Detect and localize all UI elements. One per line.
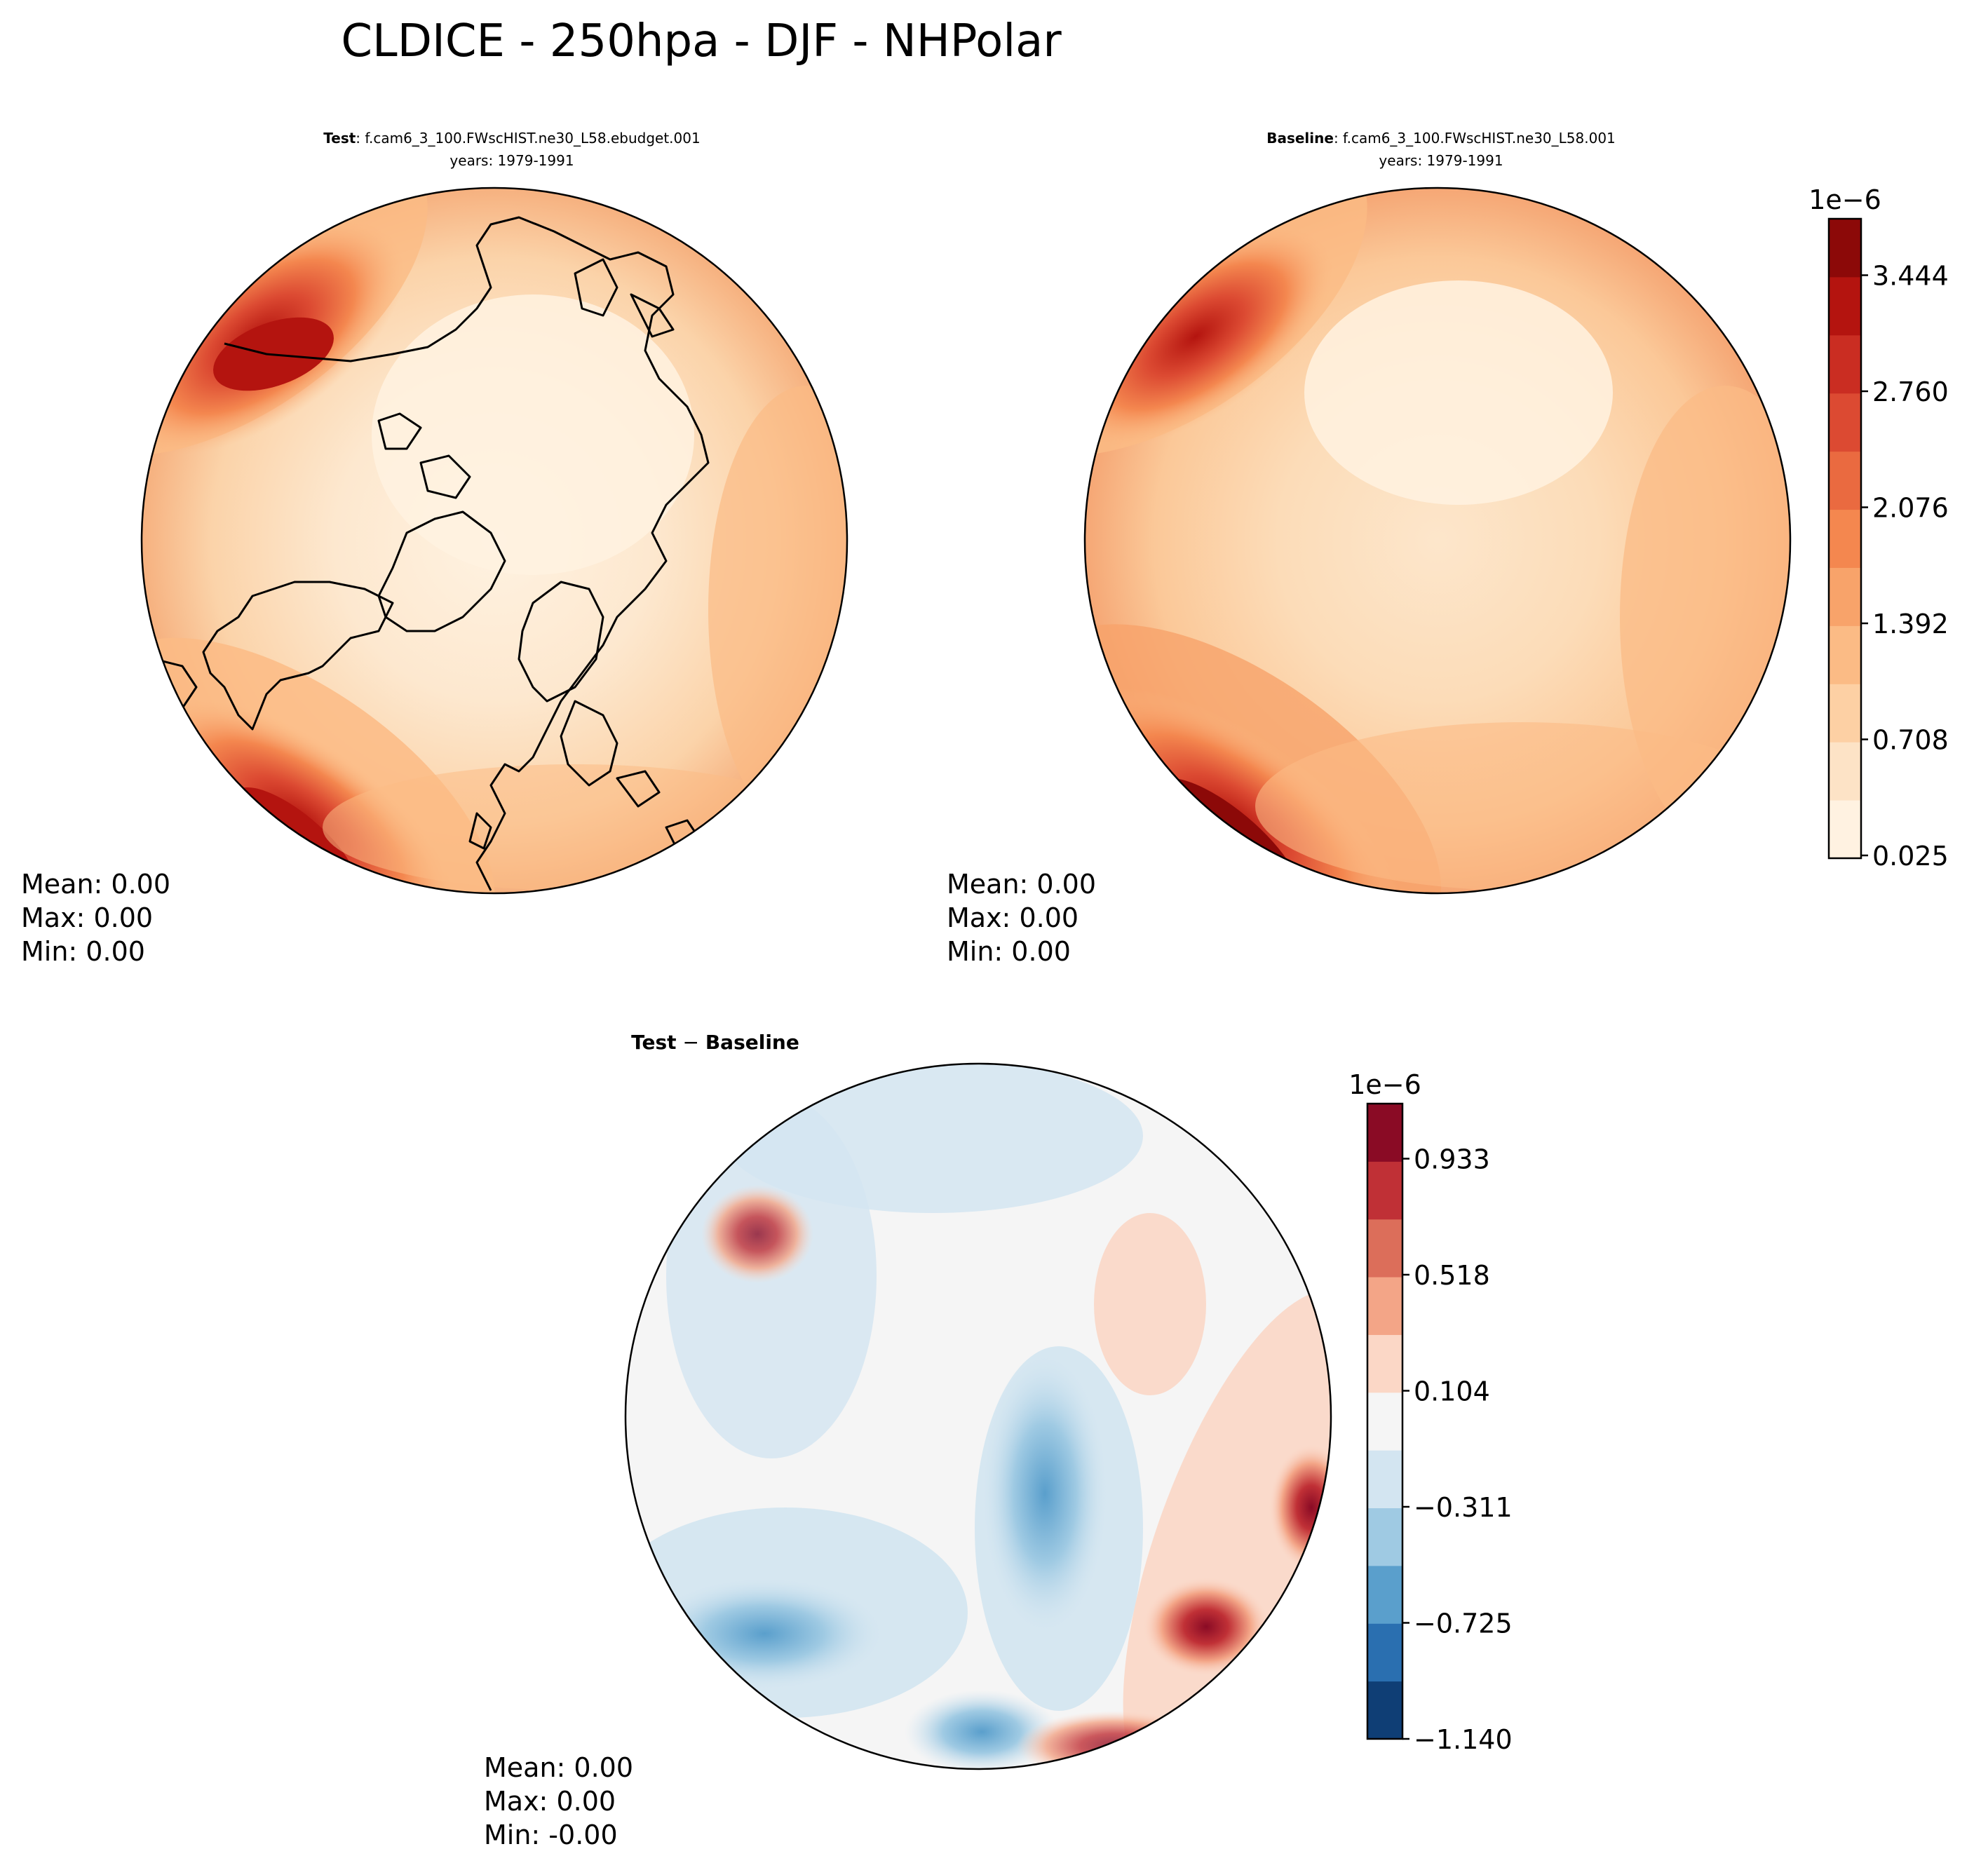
diff-colorbar-tick-label-3: 0.104	[1414, 1376, 1490, 1407]
diff-colorbar-exponent-label: 1e−6	[1348, 1069, 1421, 1100]
test-stat-min: Min: 0.00	[21, 936, 145, 967]
diff-field-red-edge	[1269, 1444, 1331, 1571]
diff-colorbar-tick-label-0: −1.140	[1414, 1724, 1513, 1755]
top-colorbar-swatch-7	[1829, 393, 1861, 452]
baseline-stat-max: Max: 0.00	[947, 902, 1078, 933]
diff-panel-title: Test − Baseline	[631, 1031, 799, 1054]
top-colorbar-swatch-3	[1829, 625, 1861, 684]
diff-colorbar-tick-label-2: −0.311	[1414, 1492, 1513, 1523]
top-colorbar-swatch-0	[1829, 800, 1861, 859]
diff-field-blue-center-core	[982, 1353, 1108, 1634]
test-stat-max: Max: 0.00	[21, 902, 153, 933]
diff-label-mid: −	[677, 1031, 705, 1054]
top-colorbar-swatch-4	[1829, 567, 1861, 626]
diff-field-red-upperright	[1094, 1213, 1206, 1395]
top-colorbar-swatch-6	[1829, 451, 1861, 510]
diff-stat-min: Min: -0.00	[484, 1820, 618, 1850]
baseline-label-rest: : f.cam6_3_100.FWscHIST.ne30_L58.001	[1334, 130, 1616, 147]
top-colorbar: 0.025 0.708 1.392 2.076 2.760 3.444 1e−6	[1808, 184, 1949, 872]
test-label-rest: : f.cam6_3_100.FWscHIST.ne30_L58.ebudget…	[356, 130, 700, 147]
top-colorbar-tick-label-4: 2.760	[1872, 377, 1949, 407]
top-colorbar-tick-label-0: 0.025	[1872, 841, 1949, 872]
baseline-map-border	[1083, 187, 1792, 895]
diff-colorbar-frame	[1366, 1102, 1404, 1740]
baseline-stat-mean: Mean: 0.00	[947, 869, 1096, 900]
top-colorbar-tick-label-1: 0.708	[1872, 725, 1949, 756]
diff-colorbar-tick-label-5: 0.933	[1414, 1144, 1490, 1175]
diff-colorbar-swatch-4	[1367, 1450, 1402, 1509]
top-colorbar-tick-label-3: 2.076	[1872, 493, 1949, 524]
diff-colorbar-swatch-5	[1367, 1392, 1402, 1451]
top-colorbar-swatch-5	[1829, 509, 1861, 568]
diff-colorbar-tick-label-1: −0.725	[1414, 1608, 1513, 1639]
diff-colorbar-swatch-10	[1367, 1104, 1402, 1162]
top-colorbar-tick-label-2: 1.392	[1872, 609, 1949, 639]
diff-colorbar-swatch-7	[1367, 1277, 1402, 1335]
test-field-right-band	[708, 386, 847, 834]
diff-colorbar-swatch-0	[1367, 1681, 1402, 1740]
test-years: years: 1979-1991	[449, 152, 574, 169]
test-map	[140, 187, 848, 895]
test-label-bold: Test	[323, 130, 356, 147]
test-stat-mean: Mean: 0.00	[21, 869, 170, 900]
diff-colorbar-swatch-3	[1367, 1507, 1402, 1566]
diff-field-red-upper	[701, 1185, 813, 1283]
diff-label-bold: Test	[631, 1031, 676, 1054]
diff-colorbar-swatch-2	[1367, 1565, 1402, 1624]
diff-field-red-right-core	[1143, 1578, 1269, 1676]
test-coastlines	[153, 216, 773, 891]
diff-stat-max: Max: 0.00	[484, 1786, 616, 1817]
baseline-field-lower-band	[1255, 722, 1788, 890]
diff-colorbar-swatch-9	[1367, 1161, 1402, 1220]
top-colorbar-swatch-8	[1829, 334, 1861, 394]
baseline-label-bold: Baseline	[1266, 130, 1334, 147]
diff-field-blue-left-core	[645, 1578, 884, 1690]
top-colorbar-swatch-9	[1829, 276, 1861, 336]
diff-map	[624, 1062, 1332, 1770]
baseline-field-arctic-low	[1304, 280, 1613, 505]
diff-colorbar-swatch-1	[1367, 1623, 1402, 1682]
test-field-arctic-low	[372, 294, 694, 575]
diff-colorbar: −1.140 −0.725 −0.311 0.104 0.518 0.933 1e−6	[1348, 1069, 1512, 1755]
top-colorbar-frame	[1827, 217, 1862, 860]
top-colorbar-exponent-label: 1e−6	[1808, 184, 1881, 215]
baseline-panel-title: Baseline: f.cam6_3_100.FWscHIST.ne30_L58…	[1266, 130, 1616, 147]
diff-colorbar-swatch-6	[1367, 1334, 1402, 1393]
diff-colorbar-swatch-8	[1367, 1219, 1402, 1278]
diff-field-red-lower	[1017, 1711, 1213, 1769]
figure-title: CLDICE - 250hpa - DJF - NHPolar	[341, 15, 1062, 67]
baseline-years: years: 1979-1991	[1379, 152, 1503, 169]
test-map-border	[140, 187, 848, 895]
diff-stat-mean: Mean: 0.00	[484, 1752, 633, 1783]
test-panel-title: Test: f.cam6_3_100.FWscHIST.ne30_L58.ebu…	[323, 130, 700, 147]
test-field-lower-band	[323, 764, 827, 890]
diff-map-border	[624, 1062, 1332, 1770]
top-colorbar-swatch-1	[1829, 742, 1861, 801]
baseline-stat-min: Min: 0.00	[947, 936, 1071, 967]
top-colorbar-swatch-10	[1829, 219, 1861, 278]
top-colorbar-tick-label-5: 3.444	[1872, 261, 1949, 292]
top-colorbar-swatch-2	[1829, 684, 1861, 743]
baseline-field-pacific-core	[1085, 224, 1335, 449]
diff-label-bold2: Baseline	[705, 1031, 799, 1054]
diff-colorbar-tick-label-4: 0.518	[1414, 1260, 1490, 1291]
